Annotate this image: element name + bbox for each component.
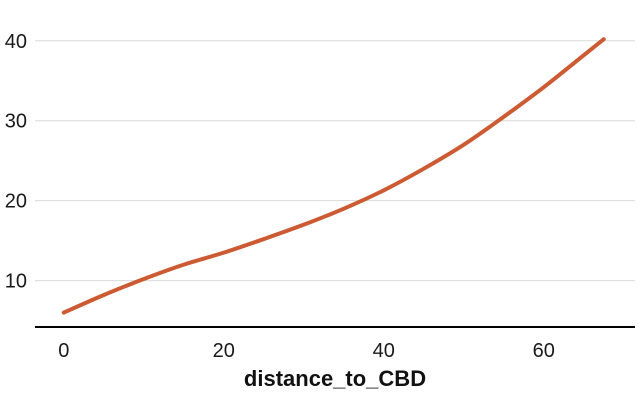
x-axis-title: distance_to_CBD: [244, 366, 426, 391]
gridlines: [35, 40, 635, 282]
series-group: [61, 37, 606, 315]
y-tick-labels: 10 20 30 40: [5, 31, 27, 293]
y-tick-label: 10: [5, 271, 27, 293]
x-tick-labels: 0 20 40 60: [58, 340, 555, 362]
y-tick-label: 30: [5, 111, 27, 133]
x-tick-label: 40: [373, 340, 395, 362]
y-tick-label: 40: [5, 31, 27, 53]
y-tick-label: 20: [5, 191, 27, 213]
series-line-0: [61, 37, 606, 315]
x-tick-label: 20: [213, 340, 235, 362]
x-tick-label: 0: [58, 340, 69, 362]
x-tick-label: 60: [533, 340, 555, 362]
